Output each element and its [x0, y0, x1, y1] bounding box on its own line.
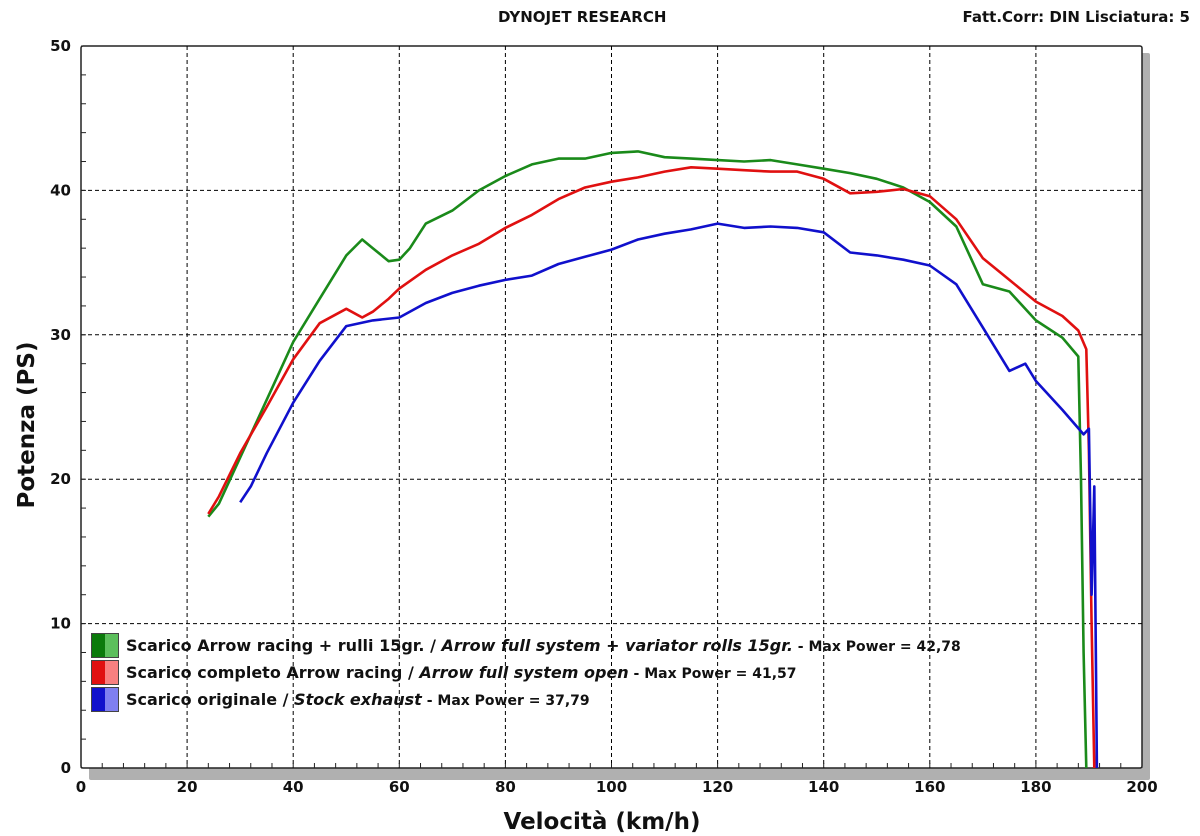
- legend-label: Scarico Arrow racing + rulli 15gr. / Arr…: [126, 636, 961, 655]
- x-tick-label: 80: [495, 778, 516, 796]
- legend-item-arrow-open: Scarico completo Arrow racing / Arrow fu…: [91, 659, 961, 686]
- swatch-light: [105, 688, 118, 711]
- x-tick-label: 180: [1020, 778, 1051, 796]
- y-tick-label: 50: [50, 37, 71, 55]
- y-axis-title: Potenza (PS): [14, 342, 40, 509]
- y-tick-label: 10: [50, 615, 71, 633]
- y-tick-label: 30: [50, 326, 71, 344]
- series-line: [239, 222, 1099, 769]
- swatch-light: [105, 661, 118, 684]
- swatch-dark: [92, 634, 105, 657]
- x-tick-label: 0: [76, 778, 86, 796]
- series-line: [207, 150, 1088, 769]
- y-tick-label: 40: [50, 181, 71, 199]
- legend-swatch: [91, 687, 119, 712]
- x-tick-labels: 0 20 40 60 80 100 120 140 160 180 200: [76, 778, 1158, 796]
- x-tick-label: 60: [389, 778, 410, 796]
- series-group: [207, 150, 1099, 769]
- x-tick-label: 120: [702, 778, 733, 796]
- x-tick-label: 140: [808, 778, 839, 796]
- legend-item-stock: Scarico originale / Stock exhaust - Max …: [91, 686, 961, 713]
- x-tick-label: 160: [914, 778, 945, 796]
- legend-item-arrow-rolls: Scarico Arrow racing + rulli 15gr. / Arr…: [91, 632, 961, 659]
- y-tick-label: 0: [61, 759, 71, 777]
- x-axis-title: Velocità (km/h): [504, 809, 701, 835]
- swatch-light: [105, 634, 118, 657]
- swatch-dark: [92, 688, 105, 711]
- x-tick-label: 100: [596, 778, 627, 796]
- legend-swatch: [91, 633, 119, 658]
- x-tick-label: 20: [177, 778, 198, 796]
- legend-label: Scarico completo Arrow racing / Arrow fu…: [126, 663, 797, 682]
- header-settings: Fatt.Corr: DIN Lisciatura: 5: [962, 8, 1190, 26]
- legend: Scarico Arrow racing + rulli 15gr. / Arr…: [91, 632, 961, 713]
- y-tick-label: 20: [50, 470, 71, 488]
- x-tick-label: 40: [283, 778, 304, 796]
- grid: [81, 46, 1142, 768]
- header-title: DYNOJET RESEARCH: [498, 8, 667, 26]
- legend-label: Scarico originale / Stock exhaust - Max …: [126, 690, 590, 709]
- legend-swatch: [91, 660, 119, 685]
- x-tick-label: 200: [1126, 778, 1157, 796]
- swatch-dark: [92, 661, 105, 684]
- y-tick-labels: 0 10 20 30 40 50: [50, 37, 71, 777]
- minor-ticks: [80, 45, 1143, 769]
- series-line: [207, 166, 1096, 769]
